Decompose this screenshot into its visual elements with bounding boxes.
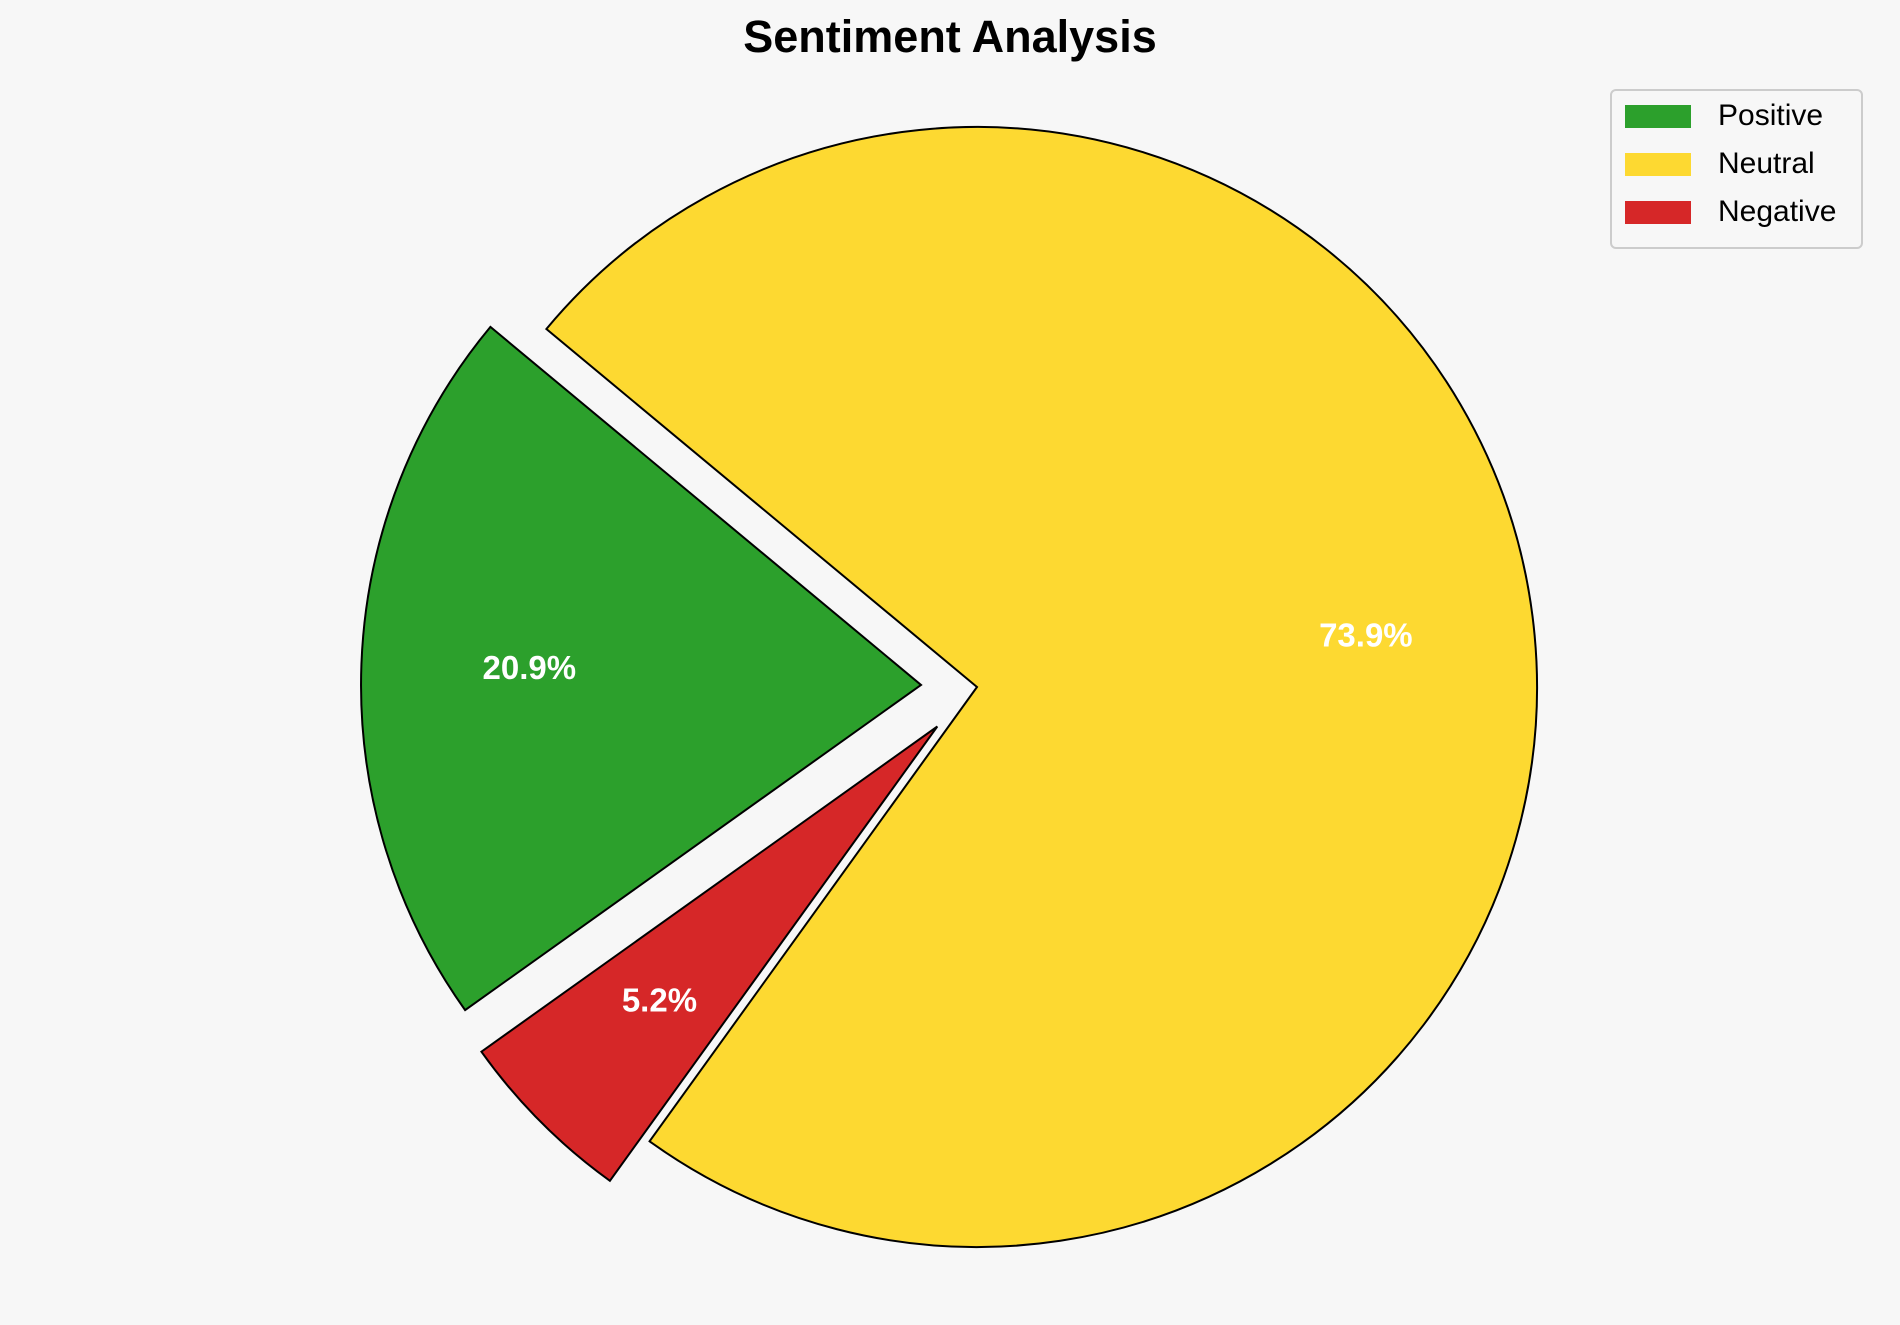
value-label: 73.9% — [1319, 616, 1413, 653]
pie-slice — [360, 325, 923, 1012]
value-label: 20.9% — [483, 649, 577, 686]
legend-label: Negative — [1718, 195, 1836, 228]
pie-slice — [480, 725, 939, 1183]
legend-swatch — [1625, 105, 1691, 128]
chart-title: Sentiment Analysis — [743, 11, 1156, 62]
legend-swatch — [1625, 153, 1691, 176]
pie-slice — [544, 126, 1538, 1248]
legend-label: Positive — [1718, 99, 1823, 132]
legend-swatch — [1625, 201, 1691, 224]
legend-label: Neutral — [1718, 147, 1815, 180]
value-label: 5.2% — [622, 982, 697, 1019]
